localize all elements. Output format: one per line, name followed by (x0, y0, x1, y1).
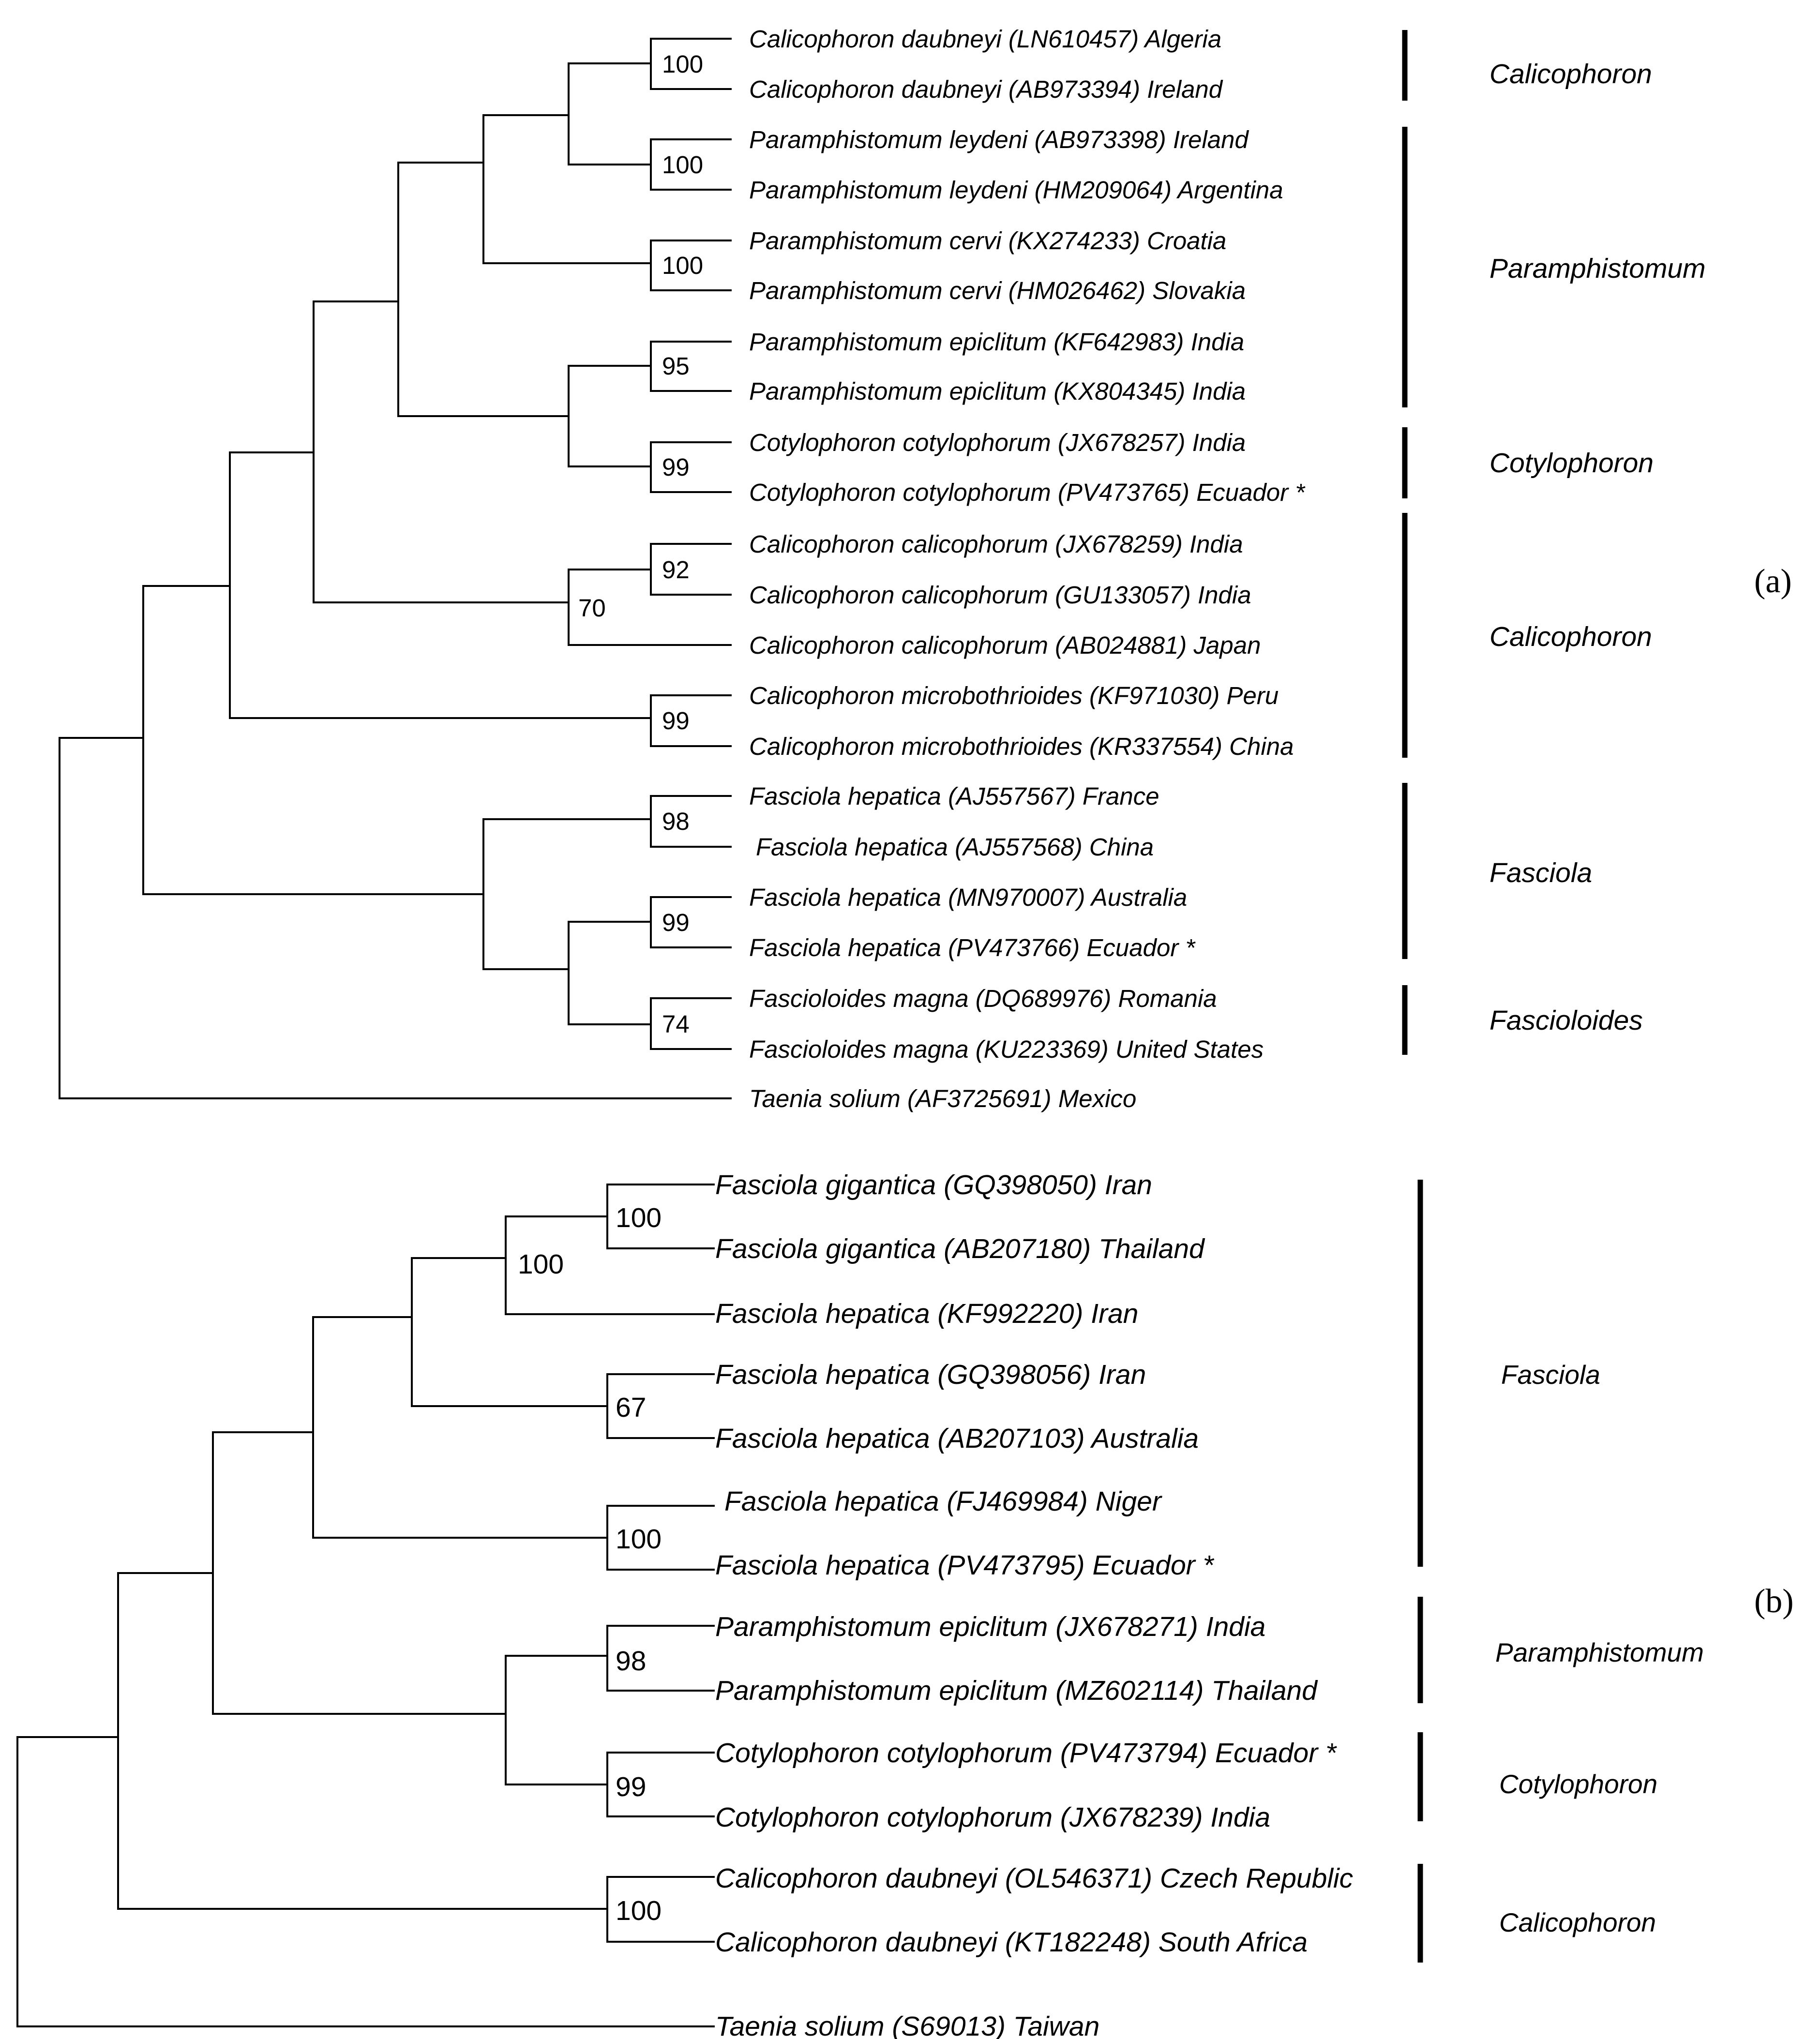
taxon-label: Calicophoron daubneyi (OL546371) Czech R… (715, 1863, 1353, 1894)
panel-a-taxa: Calicophoron daubneyi (LN610457) Algeria… (749, 25, 1306, 1112)
taxon-label: Paramphistomum cervi (HM026462) Slovakia (749, 277, 1246, 304)
clade-label: Calicophoron (1489, 621, 1652, 652)
taxon-label: Paramphistomum cervi (KX274233) Croatia (749, 227, 1226, 255)
taxon-label: Fasciola hepatica (AJ557567) France (749, 782, 1159, 810)
taxon-label: Fascioloides magna (KU223369) United Sta… (749, 1035, 1263, 1063)
bootstrap-value: 98 (616, 1646, 646, 1677)
bootstrap-value: 100 (616, 1202, 662, 1233)
taxon-label: Taenia solium (S69013) Taiwan (715, 2011, 1099, 2039)
clade-label: Fascioloides (1489, 1005, 1643, 1036)
taxon-label: Fasciola hepatica (AB207103) Australia (715, 1423, 1199, 1454)
taxon-label: Taenia solium (AF3725691) Mexico (749, 1085, 1136, 1112)
bootstrap-value: 74 (662, 1010, 690, 1038)
taxon-label: Paramphistomum leydeni (HM209064) Argent… (749, 176, 1283, 204)
taxon-label: Fasciola hepatica (PV473766) Ecuador * (749, 934, 1196, 961)
clade-label: Calicophoron (1499, 1907, 1656, 1937)
clade-label: Fasciola (1501, 1360, 1600, 1390)
taxon-label: Paramphistomum epiclitum (MZ602114) Thai… (715, 1675, 1318, 1706)
taxon-label: Fascioloides magna (DQ689976) Romania (749, 985, 1217, 1012)
taxon-label: Fasciola gigantica (GQ398050) Iran (715, 1169, 1152, 1200)
panel-b-taxa: Fasciola gigantica (GQ398050) Iran Fasci… (715, 1169, 1353, 2039)
clade-label: Calicophoron (1489, 59, 1652, 90)
panel-b-clade-labels: Fasciola Paramphistomum Cotylophoron Cal… (1495, 1360, 1704, 1937)
bootstrap-value: 99 (662, 707, 690, 735)
taxon-label: Calicophoron daubneyi (LN610457) Algeria (749, 25, 1221, 53)
taxon-label: Paramphistomum leydeni (AB973398) Irelan… (749, 126, 1249, 153)
clade-label: Paramphistomum (1489, 253, 1706, 284)
bootstrap-value: 67 (616, 1392, 646, 1423)
bootstrap-value: 98 (662, 808, 690, 835)
taxon-label: Calicophoron daubneyi (AB973394) Ireland (749, 75, 1223, 103)
taxon-label: Fasciola gigantica (AB207180) Thailand (715, 1233, 1205, 1264)
taxon-label: Cotylophoron cotylophorum (JX678239) Ind… (715, 1802, 1270, 1833)
taxon-label: Calicophoron daubneyi (KT182248) South A… (715, 1927, 1308, 1958)
bootstrap-value: 99 (616, 1771, 646, 1802)
taxon-label: Calicophoron microbothrioides (KF971030)… (749, 682, 1279, 709)
bootstrap-value: 99 (662, 909, 690, 936)
bootstrap-value: 100 (518, 1249, 564, 1280)
bootstrap-value: 95 (662, 352, 690, 380)
clade-label: Cotylophoron (1489, 448, 1654, 479)
panel-b-supports: 100 100 67 100 98 99 100 (518, 1202, 662, 1926)
bootstrap-value: 99 (662, 453, 690, 481)
taxon-label: Fasciola hepatica (AJ557568) China (756, 833, 1154, 861)
taxon-label: Calicophoron microbothrioides (KR337554)… (749, 733, 1294, 760)
panel-label-b: (b) (1754, 1583, 1794, 1620)
taxon-label: Cotylophoron cotylophorum (PV473765) Ecu… (749, 479, 1306, 506)
taxon-label: Calicophoron calicophorum (GU133057) Ind… (749, 581, 1251, 609)
taxon-label: Calicophoron calicophorum (JX678259) Ind… (749, 530, 1243, 558)
bootstrap-value: 92 (662, 556, 690, 584)
panel-a-supports: 100 100 100 95 99 92 70 99 98 99 74 (578, 50, 703, 1038)
taxon-label: Paramphistomum epiclitum (KX804345) Indi… (749, 377, 1246, 405)
taxon-label: Fasciola hepatica (PV473795) Ecuador * (715, 1550, 1215, 1581)
taxon-label: Fasciola hepatica (KF992220) Iran (715, 1298, 1138, 1329)
taxon-label: Calicophoron calicophorum (AB024881) Jap… (749, 631, 1261, 659)
taxon-label: Paramphistomum epiclitum (KF642983) Indi… (749, 328, 1244, 356)
clade-label: Paramphistomum (1495, 1637, 1704, 1667)
panel-label-a: (a) (1754, 563, 1792, 600)
bootstrap-value: 100 (616, 1524, 662, 1555)
bootstrap-value: 70 (578, 594, 606, 622)
clade-label: Fasciola (1489, 857, 1592, 888)
bootstrap-value: 100 (662, 151, 703, 179)
taxon-label: Fasciola hepatica (FJ469984) Niger (724, 1486, 1162, 1517)
panel-a-clade-labels: Calicophoron Paramphistomum Cotylophoron… (1489, 59, 1706, 1036)
taxon-label: Cotylophoron cotylophorum (PV473794) Ecu… (715, 1738, 1337, 1769)
taxon-label: Fasciola hepatica (MN970007) Australia (749, 884, 1187, 911)
bootstrap-value: 100 (662, 252, 703, 279)
taxon-label: Cotylophoron cotylophorum (JX678257) Ind… (749, 429, 1246, 456)
clade-label: Cotylophoron (1499, 1769, 1657, 1799)
panel-b-branches (16, 1184, 715, 2027)
taxon-label: Paramphistomum epiclitum (JX678271) Indi… (715, 1611, 1265, 1642)
bootstrap-value: 100 (662, 50, 703, 78)
panel-a-branches (59, 38, 732, 1099)
bootstrap-value: 100 (616, 1895, 662, 1926)
taxon-label: Fasciola hepatica (GQ398056) Iran (715, 1359, 1146, 1390)
